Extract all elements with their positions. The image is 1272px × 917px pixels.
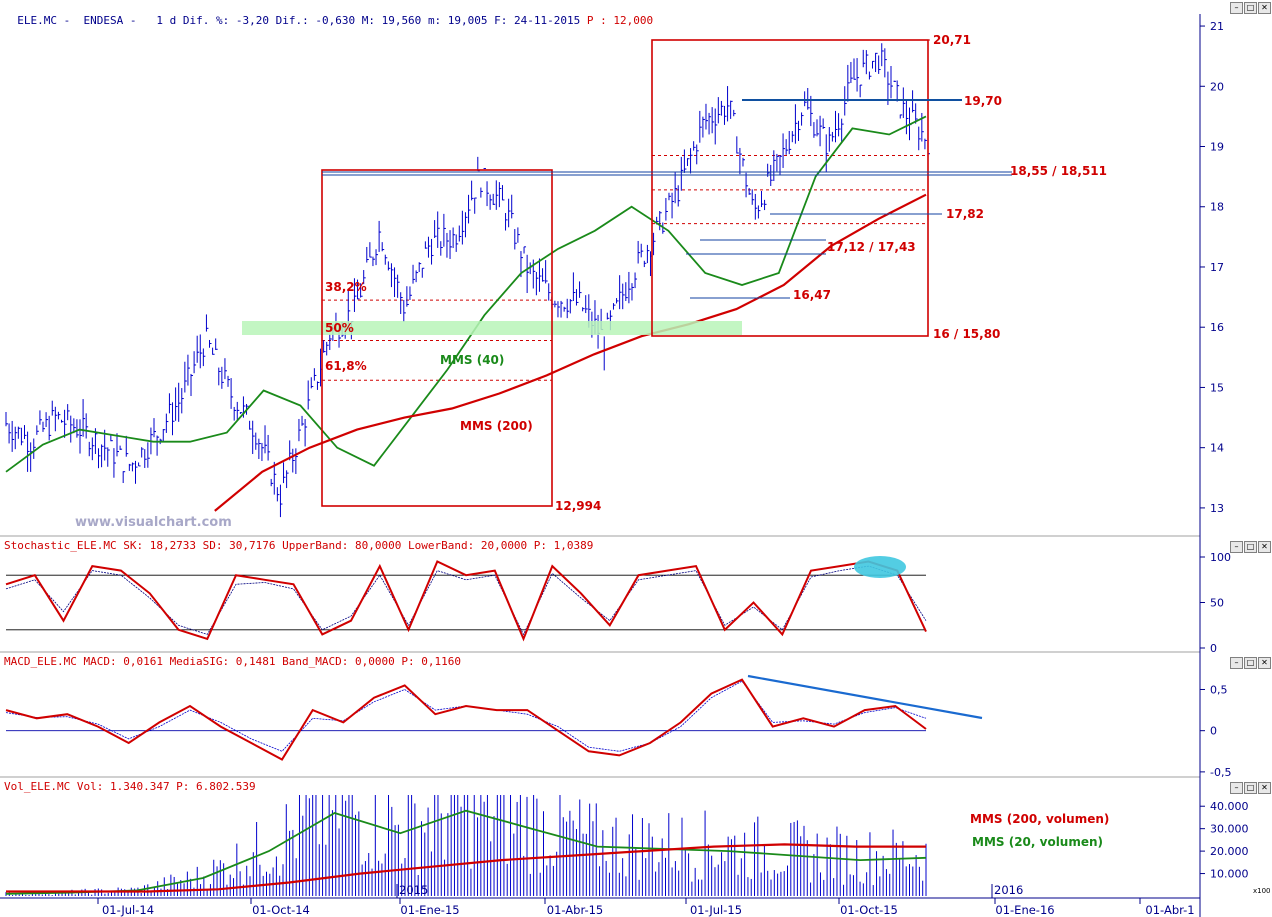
stoch-maximize-button[interactable]: □ <box>1244 541 1257 553</box>
symbol: ELE.MC <box>17 14 57 27</box>
macd-line <box>5 678 927 761</box>
stoch-close-button[interactable]: ✕ <box>1258 541 1271 553</box>
y-tick-label: 10.000 <box>1210 868 1249 881</box>
y-tick-label: 0 <box>1210 642 1217 655</box>
y-tick-label: 20 <box>1210 80 1224 93</box>
x-tick-label: 01-Ene-15 <box>400 903 459 917</box>
vol-unit: x100 <box>1253 887 1271 895</box>
date: F: 24-11-2015 <box>494 14 581 27</box>
mms200-line <box>214 193 927 512</box>
macd-maximize-button[interactable]: □ <box>1244 657 1257 669</box>
stoch-header: Stochastic_ELE.MC SK: 18,2733 SD: 30,717… <box>4 539 594 552</box>
macd-close-button[interactable]: ✕ <box>1258 657 1271 669</box>
vol-minimize-button[interactable]: – <box>1230 782 1243 794</box>
stoch-sk-line <box>5 560 927 642</box>
y-tick-label: 13 <box>1210 502 1224 515</box>
level-label: 19,70 <box>964 94 1002 108</box>
level-label: 16,47 <box>793 288 831 302</box>
fibo-label: 50% <box>325 321 354 335</box>
year-label: 2016 <box>994 883 1023 897</box>
y-tick-label: 50 <box>1210 597 1224 610</box>
minimize-button[interactable]: – <box>1230 2 1243 14</box>
y-tick-label: 0,5 <box>1210 683 1228 696</box>
mms40-line <box>5 115 927 473</box>
company: ENDESA <box>83 14 124 27</box>
macd-divergence-line <box>747 674 983 720</box>
level-label: 16 / 15,80 <box>933 327 1000 341</box>
vol-header: Vol_ELE.MC Vol: 1.340.347 P: 6.802.539 <box>4 780 256 793</box>
vol-mms200-line <box>6 843 926 893</box>
dif-pct: Dif. %: -3,20 <box>182 14 269 27</box>
macd-signal-line <box>5 680 927 752</box>
y-tick-label: 18 <box>1210 201 1224 214</box>
y-tick-label: 15 <box>1210 381 1224 394</box>
fibo-box-right <box>651 39 929 337</box>
close-button[interactable]: ✕ <box>1258 2 1271 14</box>
timeframe: 1 d <box>156 14 177 27</box>
x-tick-label: 01-Oct-15 <box>840 903 898 917</box>
macd-header: MACD_ELE.MC MACD: 0,0161 MediaSIG: 0,148… <box>4 655 461 668</box>
y-tick-label: 0 <box>1210 725 1217 738</box>
max: M: 19,560 <box>361 14 422 27</box>
fibo-label: 38,2% <box>325 280 367 294</box>
fibo-label: 61,8% <box>325 359 367 373</box>
level-label: 20,71 <box>933 33 971 47</box>
y-tick-label: 19 <box>1210 141 1224 154</box>
y-tick-label: 21 <box>1210 20 1224 33</box>
level-label: 17,12 / 17,43 <box>827 240 916 254</box>
p-value: P : 12,000 <box>586 14 654 27</box>
y-tick-label: 17 <box>1210 261 1224 274</box>
y-tick-label: 30.000 <box>1210 823 1249 836</box>
y-tick-label: 40.000 <box>1210 800 1249 813</box>
y-tick-label: 20.000 <box>1210 845 1249 858</box>
mms200-annotation: MMS (200) <box>460 419 533 433</box>
y-tick-label: 14 <box>1210 442 1224 455</box>
vol-legend-200: MMS (200, volumen) <box>970 812 1109 826</box>
level-label: 12,994 <box>555 499 601 513</box>
vol-legend-20: MMS (20, volumen) <box>972 835 1103 849</box>
x-tick-label: 01-Ene-16 <box>995 903 1054 917</box>
year-label: 2015 <box>399 883 428 897</box>
price-header: ELE.MC - ENDESA - 1 d Dif. %: -3,20 Dif.… <box>17 14 654 27</box>
vol-close-button[interactable]: ✕ <box>1258 782 1271 794</box>
y-tick-label: -0,5 <box>1210 766 1231 779</box>
x-tick-label: 01-Oct-14 <box>252 903 310 917</box>
dif: Dif.: -0,630 <box>275 14 356 27</box>
watermark: www.visualchart.com <box>75 515 232 530</box>
vol-maximize-button[interactable]: □ <box>1244 782 1257 794</box>
stoch-minimize-button[interactable]: – <box>1230 541 1243 553</box>
x-tick-label: 01-Jul-15 <box>690 903 742 917</box>
min: m: 19,005 <box>427 14 488 27</box>
vol-mms20-line <box>5 809 927 895</box>
y-tick-label: 16 <box>1210 321 1224 334</box>
y-tick-label: 100 <box>1210 551 1231 564</box>
x-tick-label: 01-Jul-14 <box>102 903 154 917</box>
support-zone <box>242 321 742 335</box>
x-tick-label: 01-Abr-15 <box>547 903 603 917</box>
mms40-annotation: MMS (40) <box>440 353 504 367</box>
fibo-box-left <box>321 169 553 507</box>
maximize-button[interactable]: □ <box>1244 2 1257 14</box>
macd-minimize-button[interactable]: – <box>1230 657 1243 669</box>
x-tick-label: 01-Abr-1 <box>1145 903 1194 917</box>
stoch-highlight <box>854 556 906 578</box>
level-label: 18,55 / 18,511 <box>1010 164 1107 178</box>
level-label: 17,82 <box>946 207 984 221</box>
